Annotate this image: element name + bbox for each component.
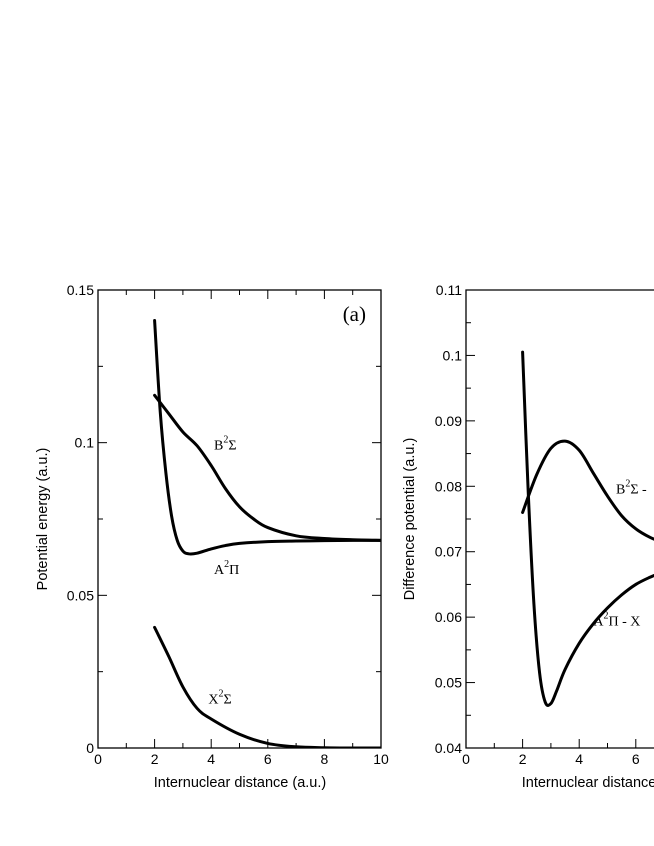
x-tick-label: 8 [321,751,329,767]
y-tick-label: 0.1 [75,435,95,451]
x-tick-label: 10 [373,751,389,767]
x-tick-label: 0 [462,751,470,767]
panel-a-x-axis-title: Internuclear distance (a.u.) [154,775,326,791]
panel-a-y-axis-title: Potential energy (a.u.) [35,448,51,591]
curve-a2pi [153,319,381,556]
label-x2sigma: X2Σ [208,689,231,708]
panel-b-curve-labels: B2Σ - A2Π - X [593,478,647,629]
x-tick-label: 0 [94,751,102,767]
panel-b-x-axis-title: Internuclear distance (a.u.) [522,775,654,791]
x-tick-label: 6 [632,751,640,767]
panel-a-ticks: 0 2 4 6 8 10 0 0.05 0.1 0.15 [67,282,389,767]
panel-a-curves [153,319,381,748]
x-tick-label: 2 [519,751,527,767]
y-tick-label: 0.07 [435,544,462,560]
x-tick-label: 2 [151,751,159,767]
y-tick-label: 0.15 [67,282,94,298]
panel-a-tag: (a) [343,302,366,326]
y-tick-label: 0.1 [443,347,463,363]
label-b2sigma-x2sigma: B2Σ - [616,478,647,497]
y-tick-label: 0.06 [435,609,462,625]
curve-x2sigma [153,625,381,748]
y-tick-label: 0.09 [435,413,462,429]
label-a2pi-x2sigma: A2Π - X [593,611,640,630]
label-b2sigma: B2Σ [214,434,237,453]
panel-b-y-axis-title: Difference potential (a.u.) [402,438,418,601]
x-tick-label: 6 [264,751,272,767]
curve-a2pi-x2sigma [521,350,654,707]
y-tick-label: 0.05 [67,587,94,603]
panel-a-plot-frame [97,289,382,749]
label-a2pi: A2Π [214,559,239,578]
x-tick-label: 4 [575,751,583,767]
x-tick-label: 4 [207,751,215,767]
y-tick-label: 0.11 [436,282,462,298]
y-tick-label: 0 [86,740,94,756]
panel-a-curve-labels: B2Σ A2Π X2Σ [208,434,239,707]
panel-b-ticks: 0 2 4 6 0.04 0.05 0.06 0.07 0.08 0.09 0.1 0.11 [435,282,640,767]
y-tick-label: 0.08 [435,478,462,494]
curve-b2sigma-x2sigma [521,439,654,541]
y-tick-label: 0.05 [435,675,462,691]
panel-a-potential-energy: 0 2 4 6 8 10 0 0.05 0.1 0.15 B2Σ A2Π X2Σ (a) Intern… [35,282,389,791]
panel-b-difference-potential: 0 2 4 6 0.04 0.05 0.06 0.07 0.08 0.09 0.1 0.11 B2Σ … [402,282,654,791]
panel-b-curves [521,350,654,707]
y-tick-label: 0.04 [435,740,462,756]
curve-b2sigma [153,393,381,542]
